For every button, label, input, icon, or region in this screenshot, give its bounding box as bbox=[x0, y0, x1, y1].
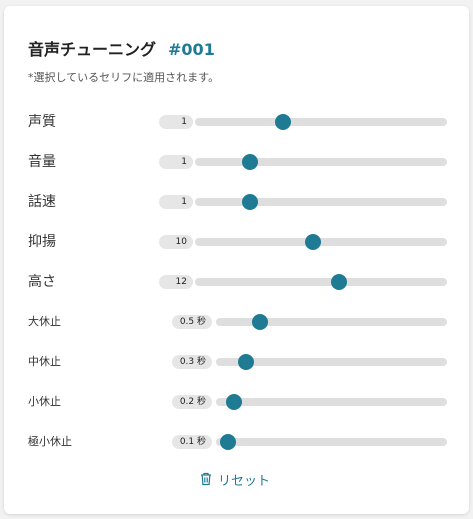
param-label: 抑揚 bbox=[28, 234, 56, 250]
slider-thumb[interactable] bbox=[226, 394, 243, 410]
medium-pause-slider[interactable] bbox=[216, 354, 447, 370]
value-badge: 0.3 秒 bbox=[172, 355, 212, 369]
minimal-pause-slider[interactable] bbox=[216, 434, 447, 450]
param-label: 極小休止 bbox=[28, 435, 72, 448]
value-badge: 0.2 秒 bbox=[172, 395, 212, 409]
slider-thumb[interactable] bbox=[330, 274, 347, 290]
param-row-speed: 話速 1 bbox=[4, 192, 469, 212]
param-label: 音量 bbox=[28, 154, 56, 170]
reset-button[interactable]: リセット bbox=[200, 468, 270, 490]
slider-thumb[interactable] bbox=[242, 194, 259, 210]
panel-title: 音声チューニング bbox=[28, 40, 157, 59]
param-row-volume: 音量 1 bbox=[4, 152, 469, 172]
value-badge: 12 bbox=[159, 275, 193, 289]
value-badge: 1 bbox=[159, 115, 193, 129]
speed-slider[interactable] bbox=[195, 194, 447, 210]
param-row-short-pause: 小休止 0.2 秒 bbox=[4, 392, 469, 412]
reset-label: リセット bbox=[218, 473, 271, 489]
param-label: 高さ bbox=[28, 274, 56, 290]
param-row-intonation: 抑揚 10 bbox=[4, 232, 469, 252]
param-label: 小休止 bbox=[28, 395, 61, 408]
intonation-slider[interactable] bbox=[195, 234, 447, 250]
short-pause-slider[interactable] bbox=[216, 394, 447, 410]
long-pause-slider[interactable] bbox=[216, 314, 447, 330]
slider-thumb[interactable] bbox=[219, 434, 236, 450]
trash-icon bbox=[200, 472, 212, 486]
voice-quality-slider[interactable] bbox=[195, 114, 447, 130]
param-row-pitch: 高さ 12 bbox=[4, 272, 469, 292]
panel-header: 音声チューニング #001 bbox=[28, 36, 215, 60]
value-badge: 0.1 秒 bbox=[172, 435, 212, 449]
param-label: 声質 bbox=[28, 114, 56, 130]
param-row-medium-pause: 中休止 0.3 秒 bbox=[4, 352, 469, 372]
param-row-long-pause: 大休止 0.5 秒 bbox=[4, 312, 469, 332]
value-badge: 10 bbox=[159, 235, 193, 249]
volume-slider[interactable] bbox=[195, 154, 447, 170]
slider-thumb[interactable] bbox=[251, 314, 268, 330]
voice-tuning-panel: 音声チューニング #001 *選択しているセリフに適用されます。 声質 1 音量… bbox=[4, 6, 469, 514]
slider-thumb[interactable] bbox=[275, 114, 292, 130]
param-row-voice-quality: 声質 1 bbox=[4, 112, 469, 132]
slider-thumb[interactable] bbox=[305, 234, 322, 250]
param-label: 大休止 bbox=[28, 315, 61, 328]
param-label: 話速 bbox=[28, 194, 56, 210]
param-row-minimal-pause: 極小休止 0.1 秒 bbox=[4, 432, 469, 452]
value-badge: 1 bbox=[159, 155, 193, 169]
value-badge: 0.5 秒 bbox=[172, 315, 212, 329]
pitch-slider[interactable] bbox=[195, 274, 447, 290]
slider-thumb[interactable] bbox=[238, 354, 255, 370]
slider-thumb[interactable] bbox=[242, 154, 259, 170]
value-badge: 1 bbox=[159, 195, 193, 209]
param-label: 中休止 bbox=[28, 355, 61, 368]
panel-note: *選択しているセリフに適用されます。 bbox=[28, 71, 220, 84]
panel-id: #001 bbox=[168, 40, 215, 59]
